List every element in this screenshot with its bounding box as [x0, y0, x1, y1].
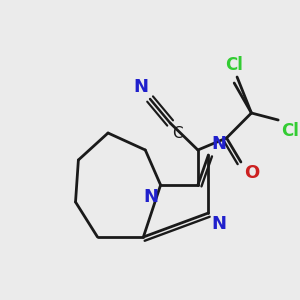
Text: C: C — [172, 126, 183, 141]
Text: O: O — [244, 164, 259, 182]
Text: N: N — [211, 215, 226, 233]
Text: N: N — [133, 78, 148, 96]
Text: Cl: Cl — [281, 122, 299, 140]
Text: N: N — [211, 135, 226, 153]
Text: Cl: Cl — [225, 56, 243, 74]
Text: N: N — [144, 188, 159, 206]
